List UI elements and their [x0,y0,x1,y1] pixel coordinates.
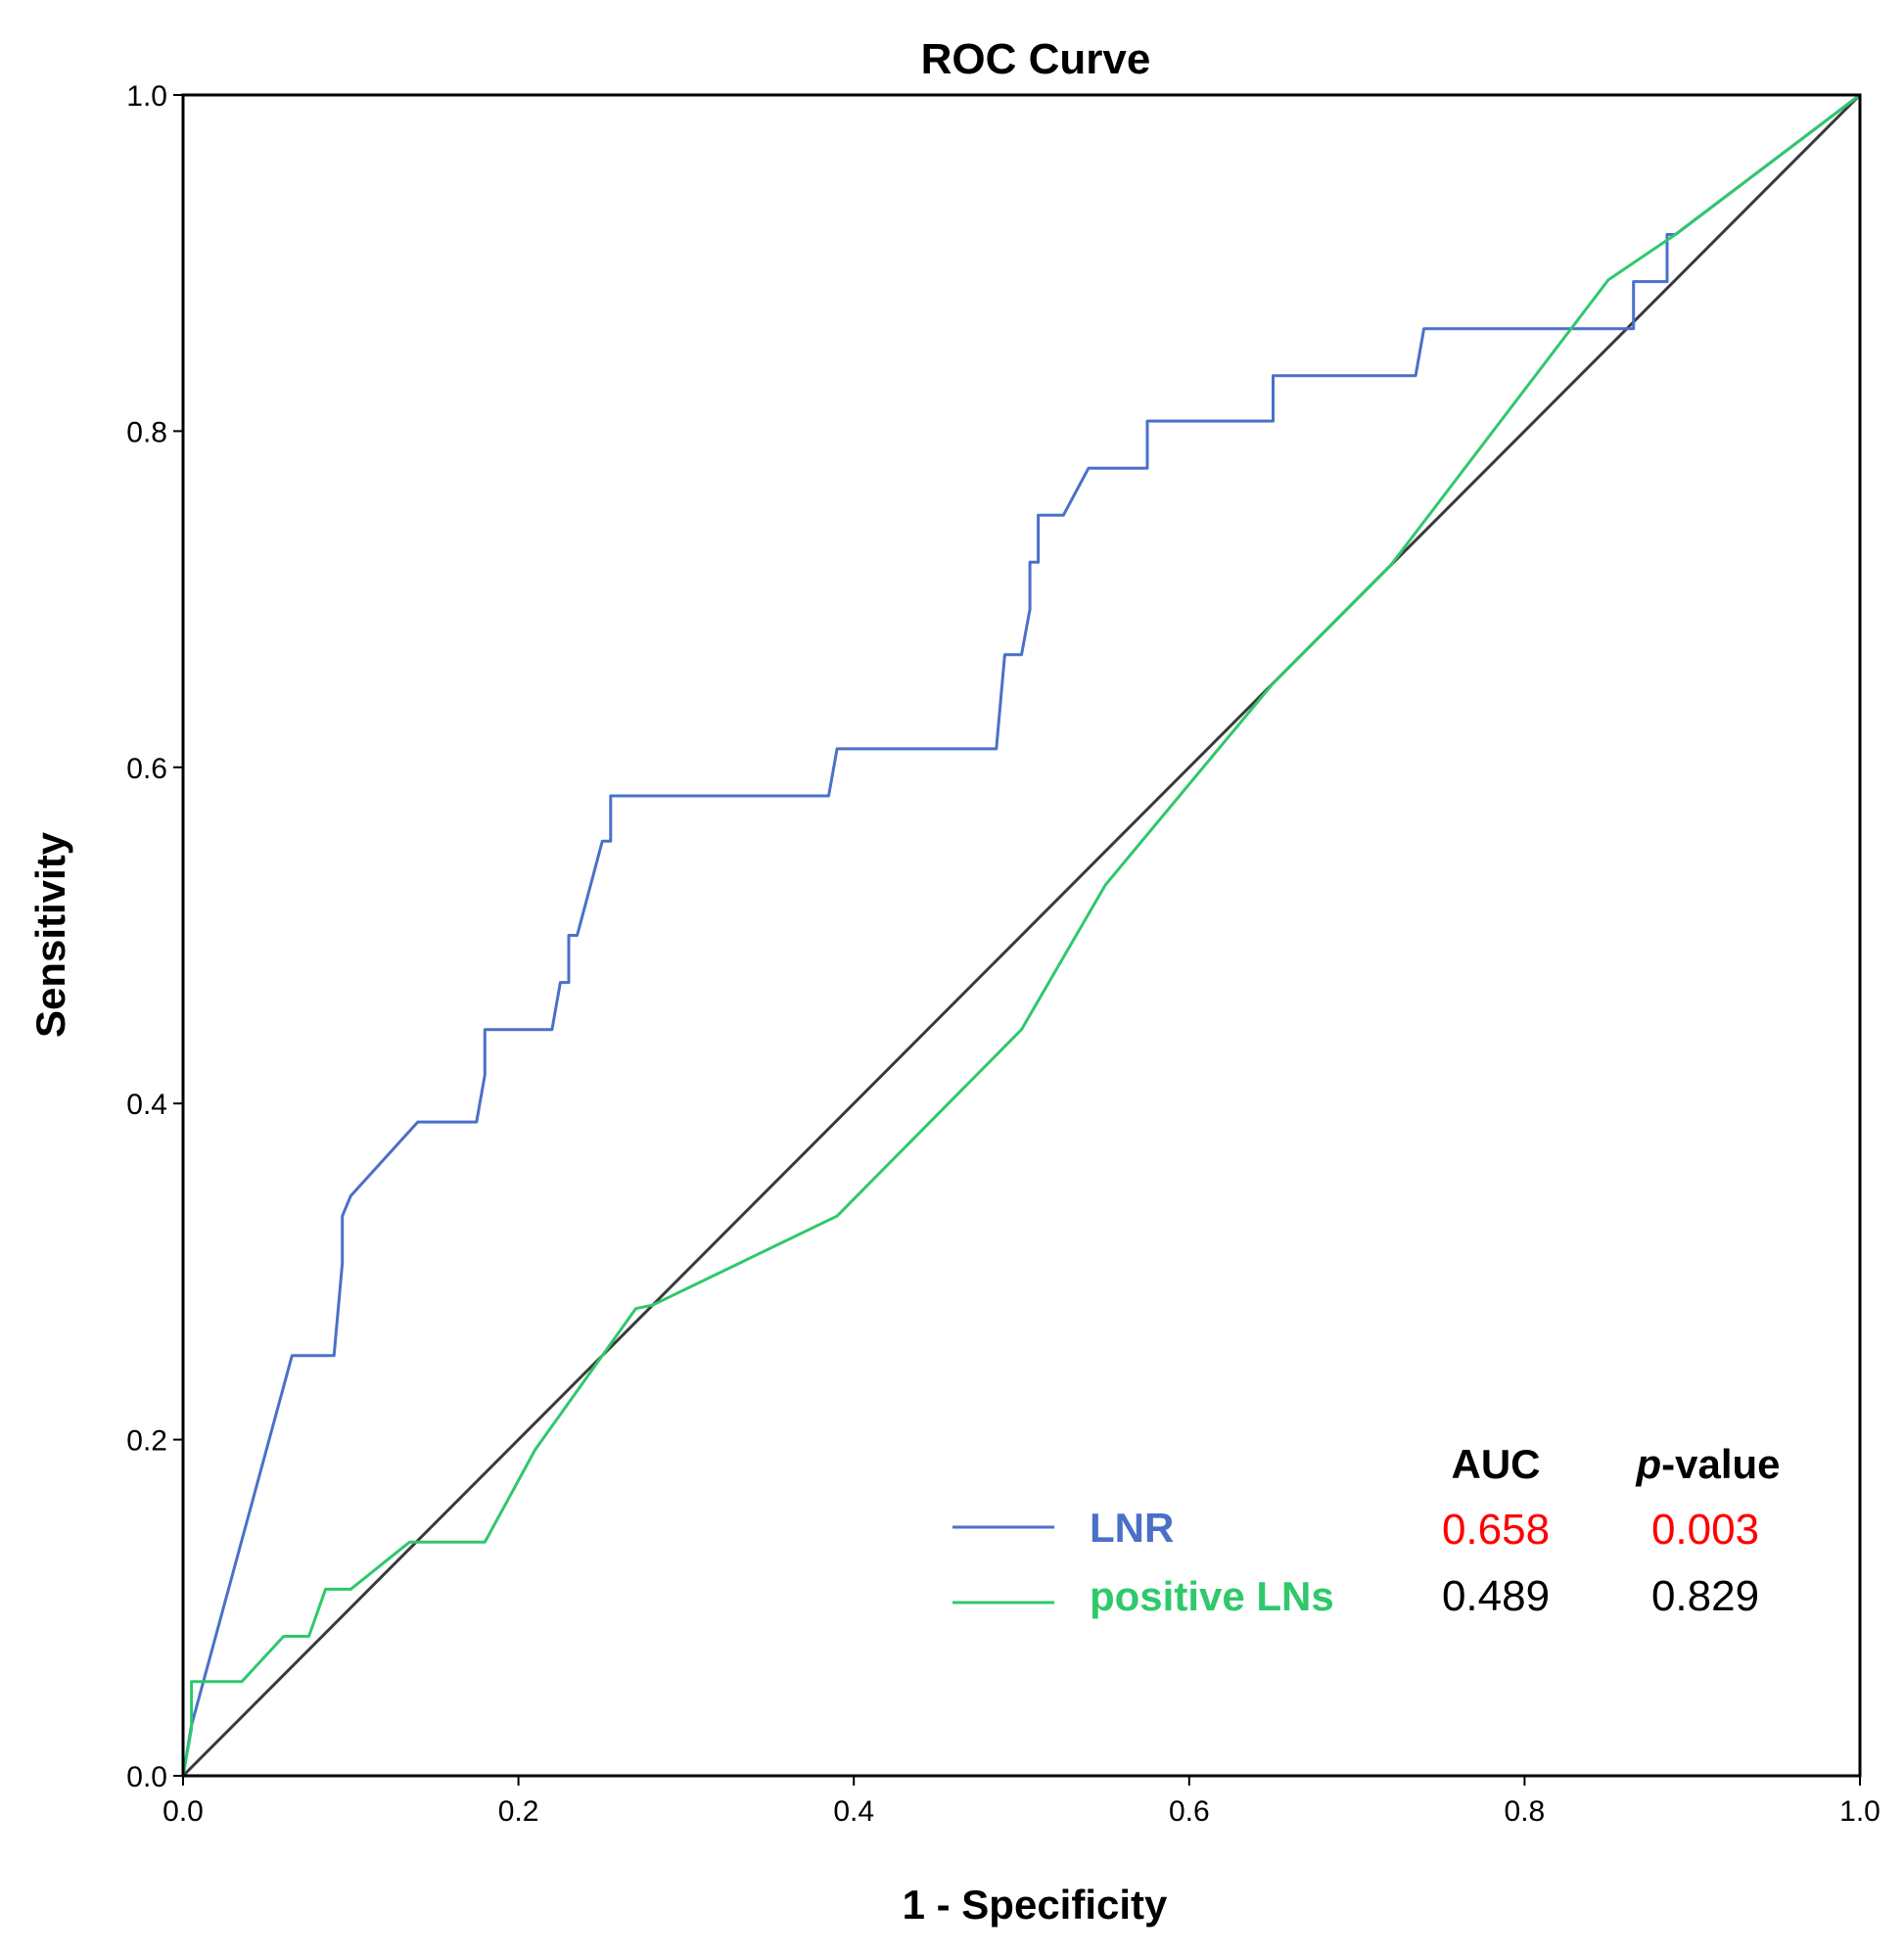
p-value-lnr: 0.003 [1651,1506,1759,1554]
series-line-positive-lns [181,93,1861,1777]
y-axis-ticks: 0.0 0.2 0.4 0.6 0.8 1.0 [126,80,183,1793]
x-tick-label: 0.6 [1169,1795,1210,1828]
x-axis-ticks: 0.0 0.2 0.4 0.6 0.8 1.0 [163,1776,1881,1828]
plot-frame [181,93,1862,1778]
y-tick-label: 0.8 [126,416,167,448]
auc-value-positive-lns: 0.489 [1442,1572,1550,1620]
auc-value-lnr: 0.658 [1442,1506,1550,1554]
series-line-lnr [181,93,1861,1777]
reference-diagonal-line [181,93,1862,1778]
legend-label-lnr: LNR [1090,1505,1174,1551]
x-axis-label: 1 - Specificity [903,1882,1168,1928]
x-tick-label: 0.8 [1505,1795,1546,1828]
y-tick-label: 0.4 [126,1089,167,1121]
p-value-positive-lns: 0.829 [1651,1572,1759,1620]
p-value-header-p: p [1635,1441,1661,1487]
legend-label-positive-lns: positive LNs [1090,1573,1334,1619]
series-lines [181,93,1861,1777]
x-tick-label: 0.2 [498,1795,539,1828]
p-value-header: p-value [1635,1441,1780,1487]
y-axis-label: Sensitivity [27,831,73,1038]
x-tick-label: 0.0 [163,1795,204,1828]
y-tick-label: 0.0 [126,1761,167,1793]
x-tick-label: 1.0 [1839,1795,1881,1828]
chart-title: ROC Curve [921,35,1151,83]
p-value-header-suffix: -value [1661,1441,1780,1487]
y-tick-label: 1.0 [126,80,167,113]
auc-header: AUC [1452,1441,1541,1487]
legend: AUC p-value LNR 0.658 0.003 positive LNs… [952,1441,1781,1620]
y-tick-label: 0.2 [126,1425,167,1458]
y-tick-label: 0.6 [126,753,167,785]
x-tick-label: 0.4 [833,1795,874,1828]
